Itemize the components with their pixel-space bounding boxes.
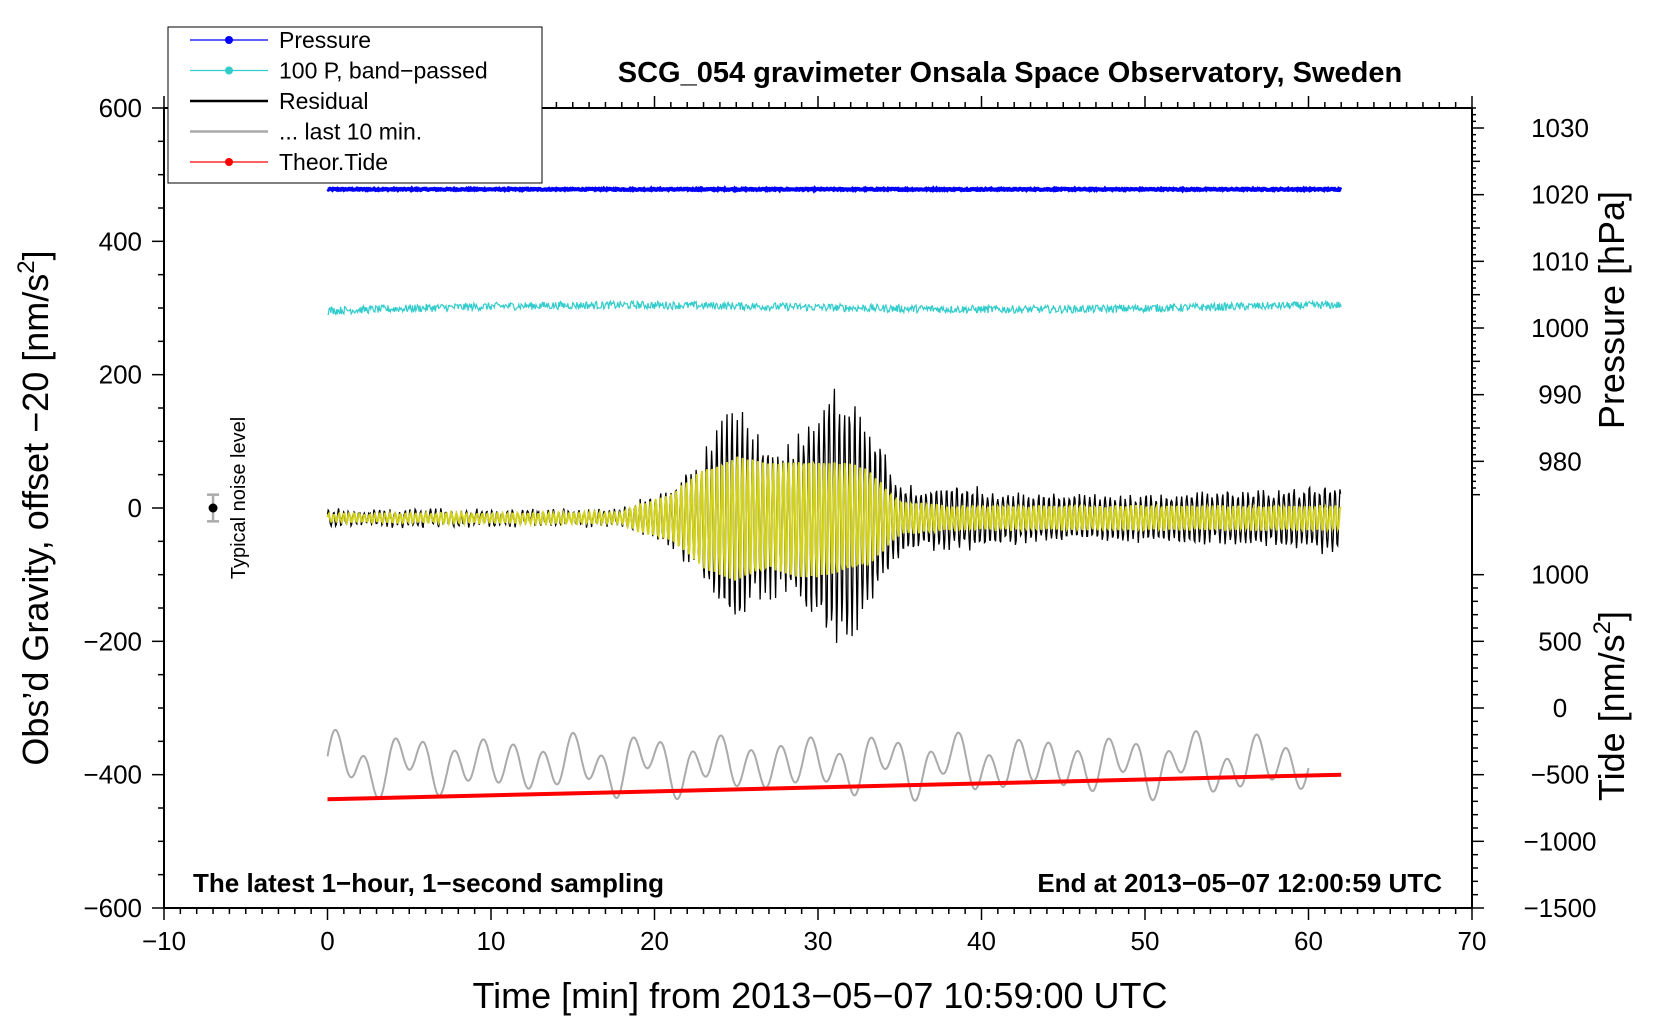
- x-tick-label: 50: [1131, 926, 1160, 956]
- legend-marker: [225, 66, 233, 75]
- tide-tick-label: 500: [1538, 626, 1581, 656]
- legend-label: Pressure: [279, 27, 371, 53]
- legend: Pressure 100 P, band−passed Residual ... la…: [167, 26, 543, 184]
- legend-label: Theor.Tide: [279, 149, 388, 175]
- pressure-tick-label: 1010: [1531, 246, 1589, 276]
- x-tick-label: 40: [967, 926, 996, 956]
- end-time-note: End at 2013−05−07 12:00:59 UTC: [1037, 868, 1442, 898]
- legend-marker: [225, 158, 233, 166]
- tide-tick-label: −1500: [1523, 893, 1596, 923]
- tide-tick-label: −1000: [1523, 826, 1596, 856]
- series-last-10-min-line: [326, 728, 1310, 802]
- tide-tick-label: 1000: [1531, 560, 1589, 590]
- legend-label: 100 P, band−passed: [279, 58, 488, 84]
- series-bandpassed-residual-line: [326, 456, 1342, 581]
- series-tide-line: [327, 772, 1342, 802]
- series-layer: [326, 185, 1343, 802]
- noise-point: [208, 503, 218, 513]
- x-axis: −10 0 10 20 30 40 50 60 70: [142, 96, 1487, 956]
- x-tick-label: −10: [142, 926, 186, 956]
- sampling-note: The latest 1−hour, 1−second sampling: [193, 868, 664, 898]
- y-tick-label: −200: [83, 626, 142, 656]
- y-tick-label: 400: [99, 226, 142, 256]
- noise-level-marker: [207, 493, 220, 523]
- pressure-tick-label: 980: [1538, 446, 1581, 476]
- legend-marker: [225, 36, 233, 44]
- y-axis-pressure: 980 990 1000 1010 1020 1030: [1472, 107, 1589, 496]
- pressure-tick-label: 1000: [1531, 313, 1589, 343]
- legend-label: ... last 10 min.: [279, 119, 422, 145]
- chart-title: SCG_054 gravimeter Onsala Space Observat…: [618, 57, 1402, 89]
- pressure-tick-label: 990: [1538, 380, 1581, 410]
- x-tick-label: 60: [1294, 926, 1323, 956]
- noise-level-label: Typical noise level: [228, 417, 250, 579]
- y-axis-tide: −1500 −1000 −500 0 500 1000: [1472, 560, 1597, 923]
- x-tick-label: 20: [640, 926, 669, 956]
- series-bandpassed-pressure-line: [327, 299, 1342, 316]
- y-tick-label: 600: [99, 93, 142, 123]
- y-axis-title-left: Obs’d Gravity, offset −20 [nm/s2]: [13, 250, 56, 765]
- series-pressure-line: [326, 185, 1343, 194]
- tide-tick-label: −500: [1531, 760, 1590, 790]
- tide-tick-label: 0: [1553, 693, 1567, 723]
- pressure-tick-label: 1030: [1531, 113, 1589, 143]
- x-tick-label: 10: [477, 926, 506, 956]
- x-tick-label: 0: [320, 926, 334, 956]
- legend-label: Residual: [279, 88, 369, 114]
- y-axis-left: −600 −400 −200 0 200 400 600: [83, 93, 164, 923]
- x-tick-label: 70: [1458, 926, 1487, 956]
- x-tick-label: 30: [804, 926, 833, 956]
- y-axis-title-tide: Tide [nm/s2]: [1589, 611, 1632, 801]
- y-tick-label: 0: [128, 493, 142, 523]
- legend-box: [167, 26, 543, 184]
- x-axis-title: Time [min] from 2013−05−07 10:59:00 UTC: [472, 975, 1167, 1016]
- pressure-tick-label: 1020: [1531, 180, 1589, 210]
- y-tick-label: −400: [83, 760, 142, 790]
- y-tick-label: 200: [99, 360, 142, 390]
- y-axis-title-pressure: Pressure [hPa]: [1591, 191, 1632, 429]
- y-tick-label: −600: [83, 893, 142, 923]
